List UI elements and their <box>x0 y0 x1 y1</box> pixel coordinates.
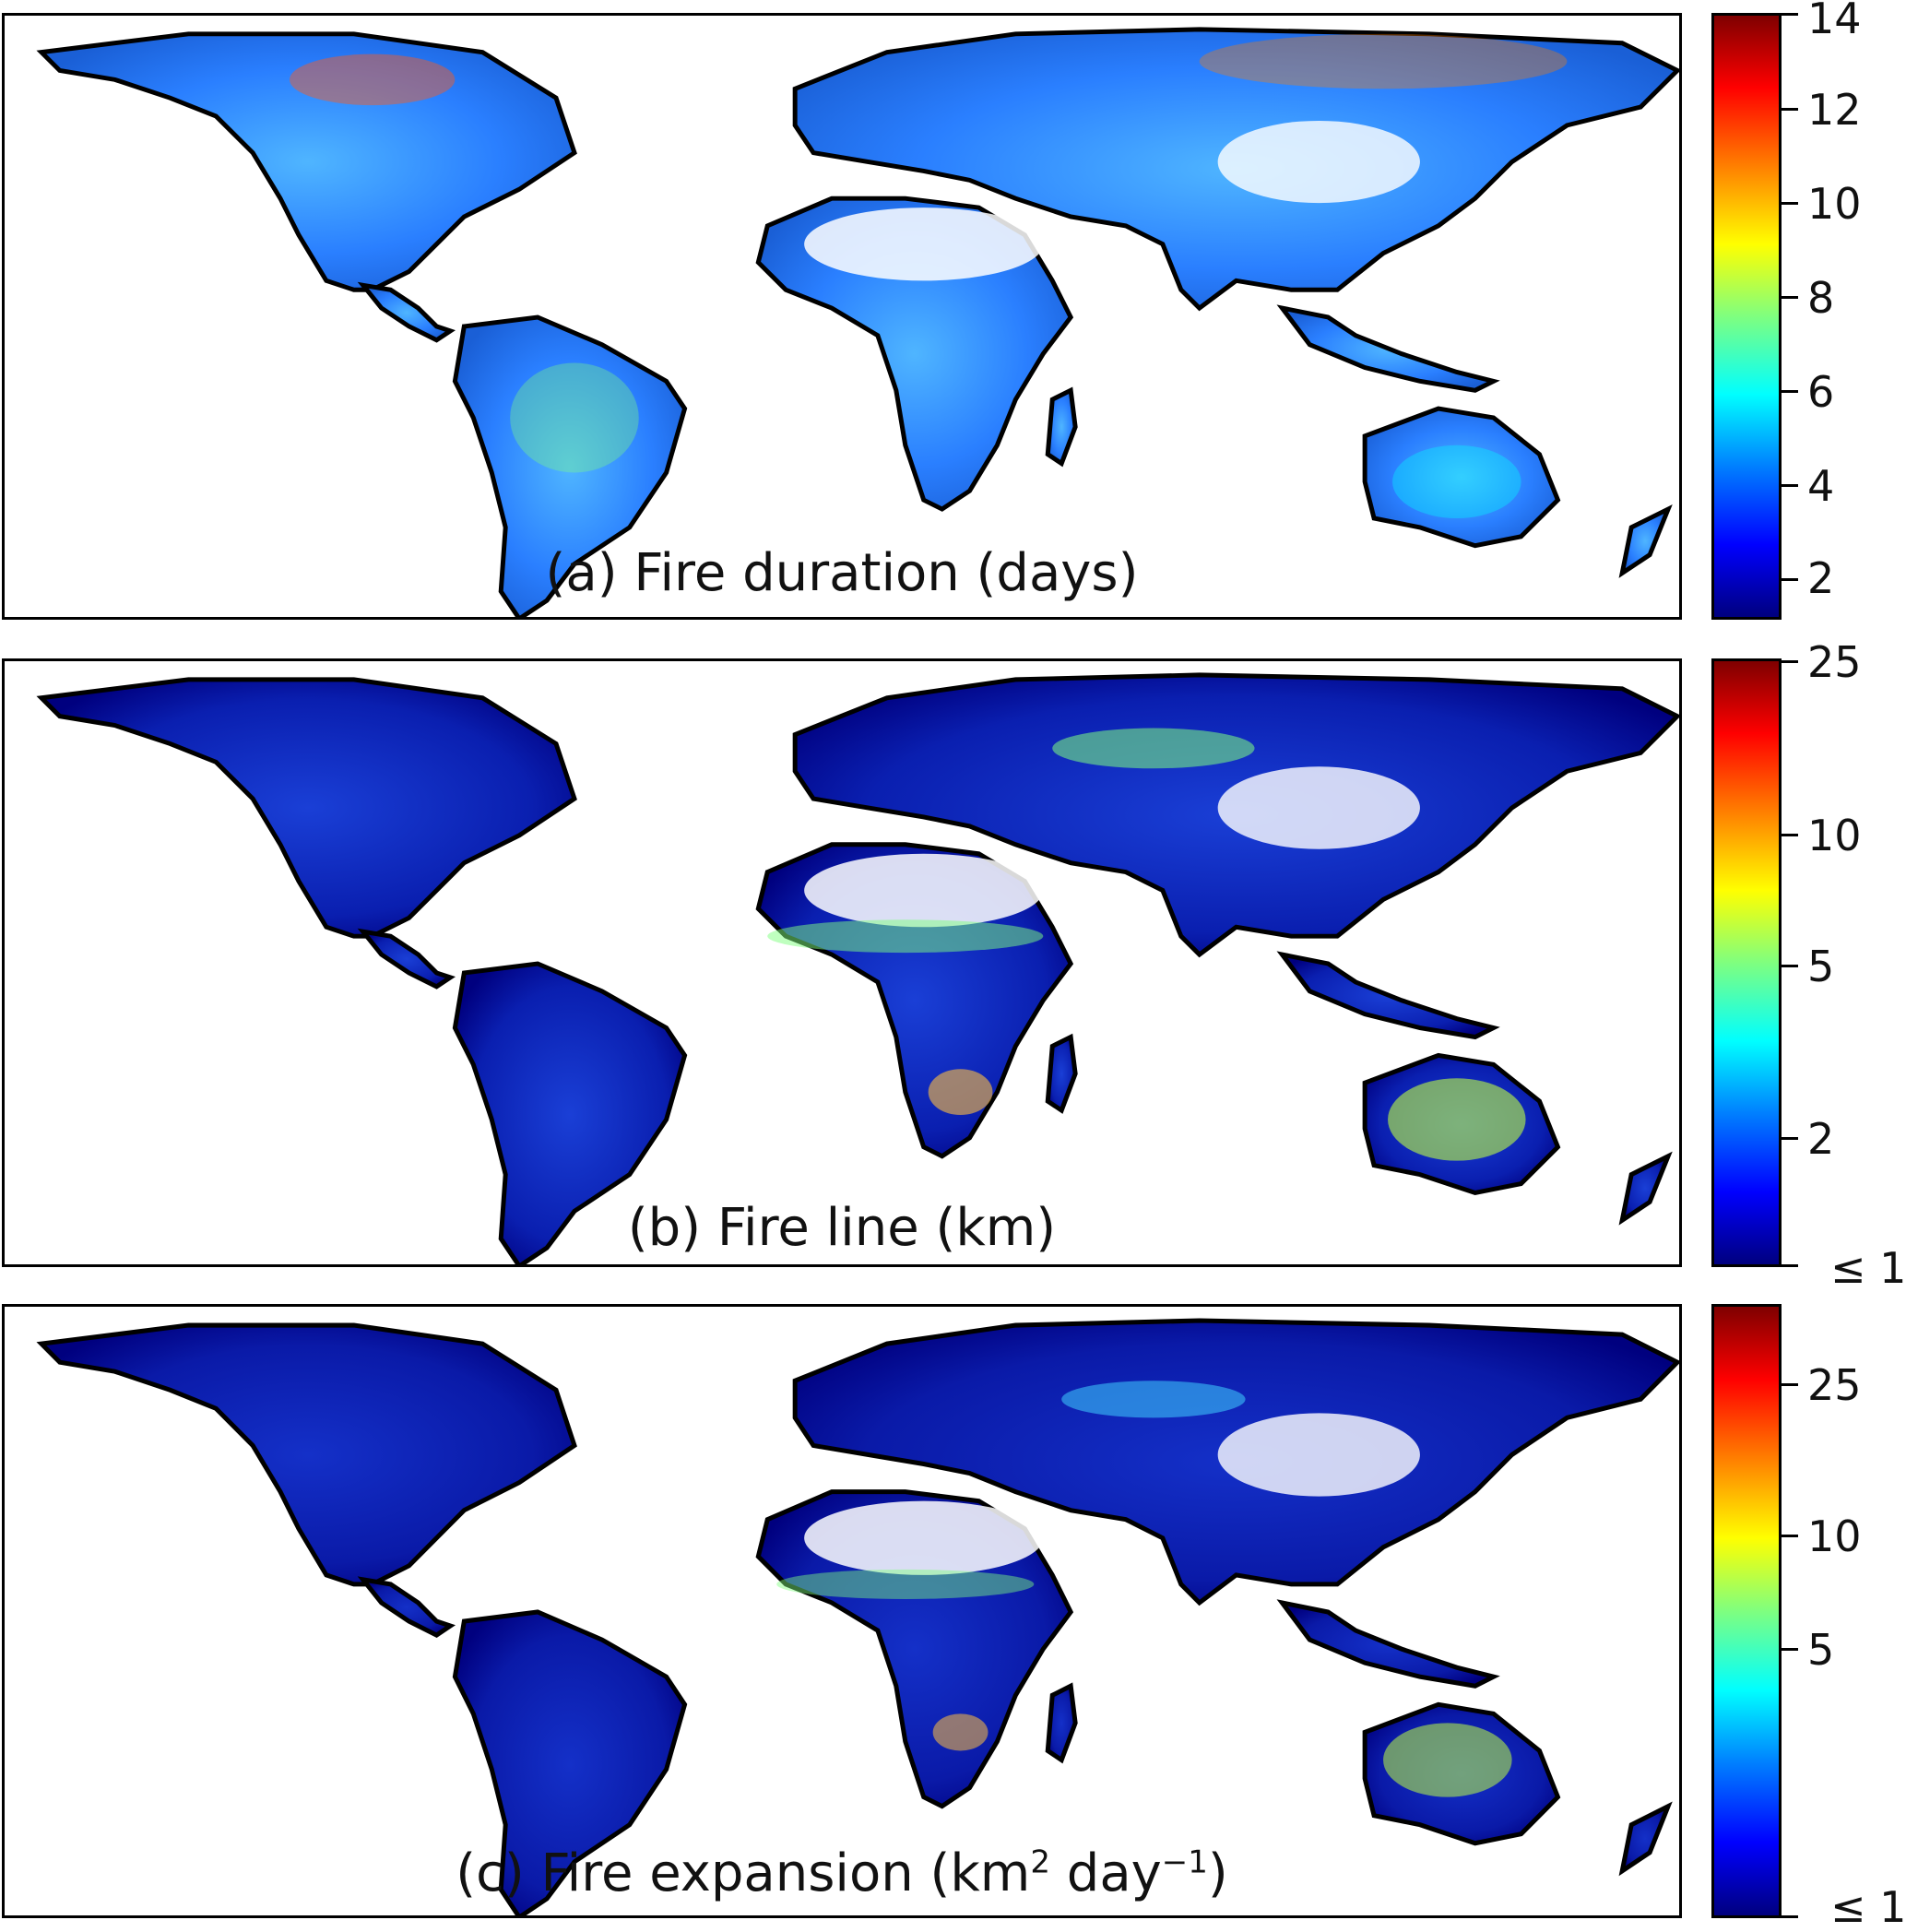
central-asia-blank-a <box>1217 120 1420 204</box>
tick-label-b-2: 2 <box>1807 1114 1835 1164</box>
tick-b-5 <box>1782 965 1798 967</box>
caption-c-end: ) <box>1207 1843 1228 1903</box>
tick-label-c-5: 5 <box>1807 1625 1835 1675</box>
caption-c-sup1: 2 <box>1030 1843 1050 1881</box>
map-panel-c: (c) Fire expansion (km2 day−1) <box>2 1304 1682 1918</box>
world-map-a <box>5 16 1679 617</box>
tick-label-a-4: 4 <box>1807 461 1835 511</box>
land-masses-b <box>41 675 1677 1264</box>
sahel-b <box>767 919 1044 954</box>
tick-c-25 <box>1782 1383 1798 1386</box>
australia-hotspot-c <box>1383 1723 1512 1797</box>
tick-c-10 <box>1782 1535 1798 1537</box>
tick-c-1 <box>1782 1915 1798 1918</box>
tick-a-2 <box>1782 578 1798 581</box>
tick-label-b-10: 10 <box>1807 811 1862 860</box>
southern-africa-b <box>928 1069 993 1115</box>
sahel-c <box>776 1569 1035 1599</box>
tick-c-5 <box>1782 1648 1798 1651</box>
tick-label-a-14: 14 <box>1807 0 1862 43</box>
tick-label-a-2: 2 <box>1807 553 1835 603</box>
tick-b-2 <box>1782 1137 1798 1140</box>
world-map-c <box>5 1307 1679 1915</box>
sahara-blank-c <box>804 1500 1044 1575</box>
land-masses-a <box>41 30 1677 617</box>
tick-label-a-8: 8 <box>1807 273 1835 323</box>
world-map-b <box>5 661 1679 1264</box>
panel-caption-a: (a) Fire duration (days) <box>545 543 1139 603</box>
tick-label-c-1: ≤ 1 <box>1830 1882 1906 1932</box>
tick-a-12 <box>1782 108 1798 111</box>
panel-caption-b: (b) Fire line (km) <box>627 1198 1057 1258</box>
kazakh-steppe-c <box>1061 1381 1246 1418</box>
panel-caption-c: (c) Fire expansion (km2 day−1) <box>5 1843 1679 1903</box>
tick-b-10 <box>1782 834 1798 836</box>
map-panel-a: (a) Fire duration (days) <box>2 13 1682 620</box>
hotspot-siberia-a <box>1199 33 1568 89</box>
central-asia-blank-c <box>1217 1413 1420 1497</box>
land-masses-c <box>41 1321 1677 1915</box>
tick-label-b-5: 5 <box>1807 942 1835 991</box>
tick-label-c-25: 25 <box>1807 1360 1862 1410</box>
central-asia-blank-b <box>1217 766 1420 849</box>
tick-label-a-10: 10 <box>1807 179 1862 229</box>
kazakh-steppe-b <box>1052 728 1255 769</box>
tick-a-4 <box>1782 484 1798 487</box>
sahara-blank-b <box>804 853 1044 928</box>
sahara-blank-a <box>804 207 1044 281</box>
tick-a-6 <box>1782 390 1798 393</box>
brazil-mid-a <box>510 362 639 473</box>
tick-label-c-10: 10 <box>1807 1511 1862 1561</box>
tick-b-25 <box>1782 660 1798 663</box>
southern-africa-c <box>932 1713 989 1751</box>
tick-label-b-25: 25 <box>1807 637 1862 687</box>
tick-a-14 <box>1782 13 1798 16</box>
tick-label-b-1: ≤ 1 <box>1830 1243 1906 1293</box>
tick-b-1 <box>1782 1264 1798 1267</box>
hotspot-canada-a <box>289 53 456 106</box>
caption-c-sup2: −1 <box>1161 1843 1208 1881</box>
australia-mid-a <box>1392 444 1521 518</box>
tick-a-10 <box>1782 202 1798 205</box>
colorbar-a <box>1711 13 1782 620</box>
tick-label-a-6: 6 <box>1807 367 1835 417</box>
tick-label-a-12: 12 <box>1807 85 1862 135</box>
caption-c-mid: day <box>1049 1843 1162 1903</box>
colorbar-c <box>1711 1304 1782 1918</box>
tick-a-8 <box>1782 296 1798 299</box>
map-panel-b: (b) Fire line (km) <box>2 658 1682 1267</box>
colorbar-b <box>1711 658 1782 1267</box>
australia-hotspot-b <box>1388 1078 1526 1161</box>
caption-c-main: (c) Fire expansion (km <box>456 1843 1031 1903</box>
